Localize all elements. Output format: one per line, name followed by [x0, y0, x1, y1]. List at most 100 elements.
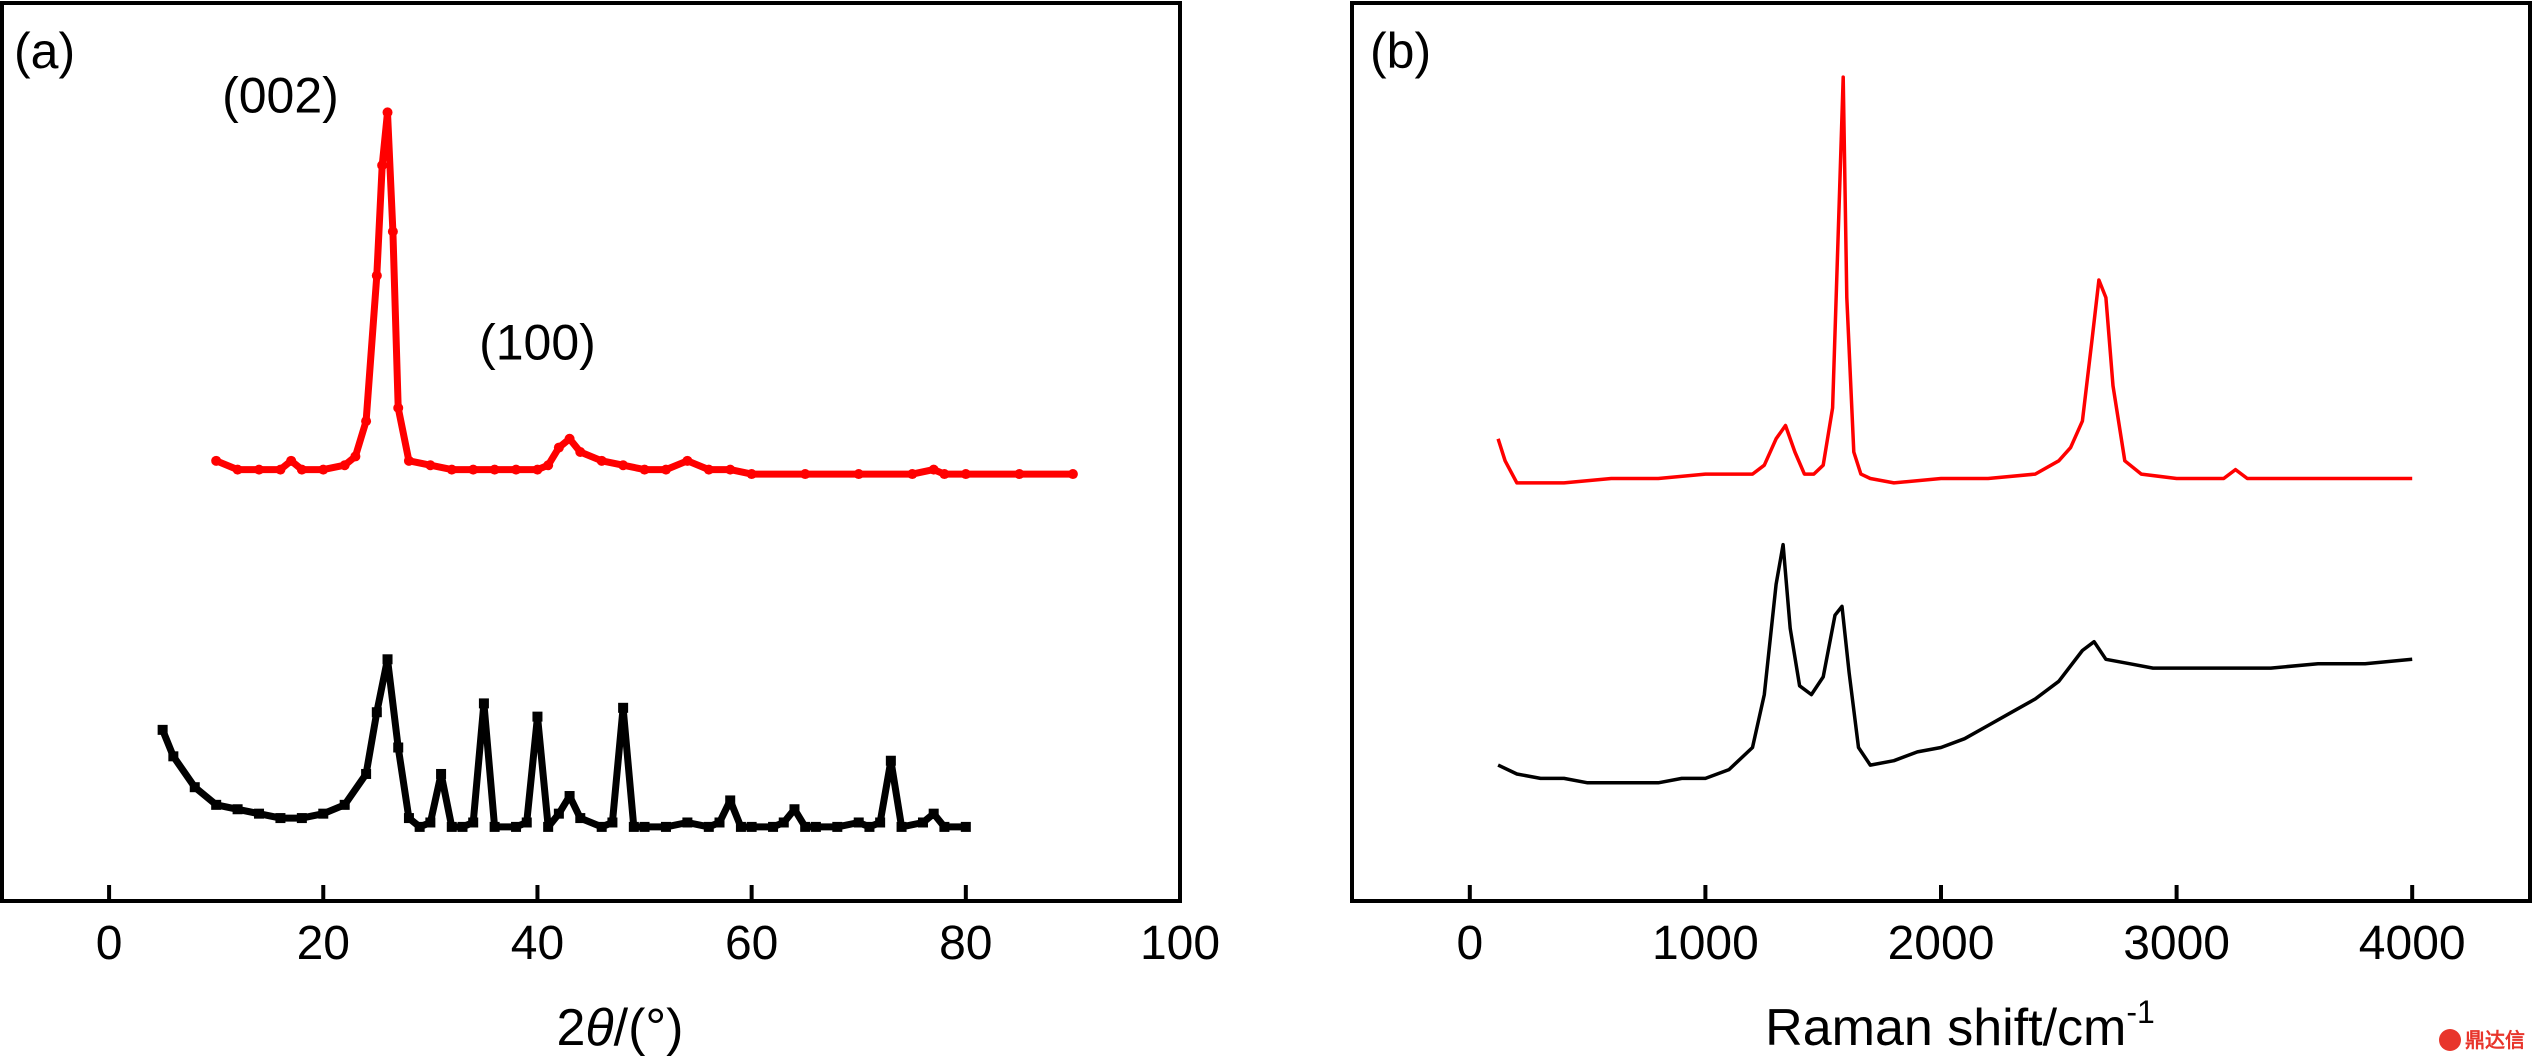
panel-a-data-point [521, 817, 532, 828]
panel-a-data-point [618, 702, 629, 713]
panel-a-data-point [489, 464, 500, 475]
panel-a-annotations: (002) (100) [222, 67, 596, 370]
panel-a-x-ticks: 0 20 40 60 80 100 [96, 885, 1220, 970]
panel-a-data-point [896, 821, 907, 832]
panel-a-data-point [275, 813, 286, 824]
panel-a-data-point [532, 464, 543, 475]
panel-a-xlabel-symbol: θ [585, 999, 613, 1057]
panel-a-data-point [682, 455, 693, 466]
panel-a-data-point [157, 724, 168, 735]
panel-a-x-tick-label: 80 [939, 917, 992, 970]
panel-b-x-tick-label: 4000 [2359, 917, 2466, 970]
panel-a-data-point [810, 821, 821, 832]
panel-a-data-point [393, 402, 404, 413]
panel-a-data-point [618, 460, 629, 471]
panel-a-data-point [478, 698, 489, 709]
panel-a-data-point [377, 160, 388, 171]
panel-a-data-point [682, 817, 693, 828]
panel-a-data-point [789, 804, 800, 815]
panel-a-data-point [425, 460, 436, 471]
panel-a-data-point [189, 782, 200, 793]
panel-a-data-point [564, 433, 575, 444]
watermark-logo-icon [2439, 1029, 2461, 1051]
panel-a-data-point [361, 768, 372, 779]
panel-a-data-point [628, 821, 639, 832]
panel-b-frame [1350, 1, 2532, 903]
panel-a-data-point [778, 817, 789, 828]
panel-a-data-point [350, 451, 361, 462]
panel-a-data-point [511, 821, 522, 832]
panel-a-data-point [211, 455, 222, 466]
panel-a-series-mwcnts [159, 655, 966, 831]
panel-a-data-point [832, 821, 843, 832]
panel-a-x-axis-title: 2θ/(°) [556, 999, 683, 1057]
panel-a-data-point [875, 817, 886, 828]
panel-a-x-tick-label: 20 [297, 917, 350, 970]
panel-a-data-point [853, 817, 864, 828]
panel-a-data-point [371, 707, 382, 718]
panel-a-data-point [339, 799, 350, 810]
panel-a-series-wmwcnts [214, 108, 1073, 478]
panel-a-data-point [575, 813, 586, 824]
panel-a-data-point [403, 813, 414, 824]
panel-a-data-point [768, 821, 779, 832]
panel-a-data-point [928, 464, 939, 475]
panel-a-data-point [639, 464, 650, 475]
panel-a-series [157, 107, 1078, 832]
panel-a-data-point [553, 808, 564, 819]
panel-a-data-point [446, 821, 457, 832]
panel-a-data-point [553, 442, 564, 453]
panel-a-data-point [960, 469, 971, 480]
panel-a-data-point [382, 107, 393, 118]
panel-a-data-point [885, 755, 896, 766]
panel-b-label: (b) [1370, 23, 1431, 79]
panel-a-data-point [361, 416, 372, 427]
panel-a-data-point [928, 808, 939, 819]
panel-a-data-point [296, 464, 307, 475]
panel-a-data-point [371, 270, 382, 281]
panel-a-data-point [639, 821, 650, 832]
panel-a-data-point [907, 469, 918, 480]
panel-a-data-point [275, 464, 286, 475]
panel-b-x-tick-label: 1000 [1652, 917, 1759, 970]
panel-a-data-point [735, 821, 746, 832]
panel-a-data-point [853, 469, 864, 480]
panel-a-x-tick-label: 0 [96, 917, 123, 970]
panel-a-data-point [254, 464, 265, 475]
panel-a-data-point [660, 821, 671, 832]
peak-annotation: (100) [479, 314, 596, 370]
panel-b-series-wmwcnts [1496, 75, 2413, 485]
panel-a-data-point [414, 821, 425, 832]
panel-a-data-point [296, 813, 307, 824]
panel-b-series [1496, 75, 2413, 785]
panel-a-data-point [660, 464, 671, 475]
watermark: 鼎达信 [2439, 1028, 2525, 1052]
panel-a-label: (a) [14, 23, 75, 79]
panel-b-xlabel-main: Raman shift/cm [1765, 999, 2126, 1057]
panel-a-data-point [457, 821, 468, 832]
panel-a-data-point [596, 821, 607, 832]
panel-a-data-point [339, 460, 350, 471]
panel-a-data-point [939, 821, 950, 832]
panel-a-data-point [1014, 469, 1025, 480]
panel-a-data-point [211, 799, 222, 810]
panel-b-series-mwcnts [1497, 542, 2413, 785]
panel-a-data-point [403, 455, 414, 466]
panel-a-data-point [917, 817, 928, 828]
panel-a-data-point [446, 464, 457, 475]
panel-a-data-point [864, 821, 875, 832]
panel-b-x-axis-title: Raman shift/cm-1 [1765, 994, 2155, 1057]
panel-a-data-point [489, 821, 500, 832]
panel-a-data-point [939, 469, 950, 480]
panel-a-data-point [318, 464, 329, 475]
panel-a-data-point [511, 464, 522, 475]
panel-a-x-tick-label: 100 [1140, 917, 1220, 970]
panel-a-data-point [596, 455, 607, 466]
panel-a-data-point [714, 817, 725, 828]
panel-a-data-point [532, 711, 543, 722]
panel-a-data-point [703, 464, 714, 475]
panel-a-data-point [382, 654, 393, 665]
panel-a-data-point [425, 817, 436, 828]
panel-b-x-ticks: 0 1000 2000 3000 4000 [1456, 885, 2466, 970]
